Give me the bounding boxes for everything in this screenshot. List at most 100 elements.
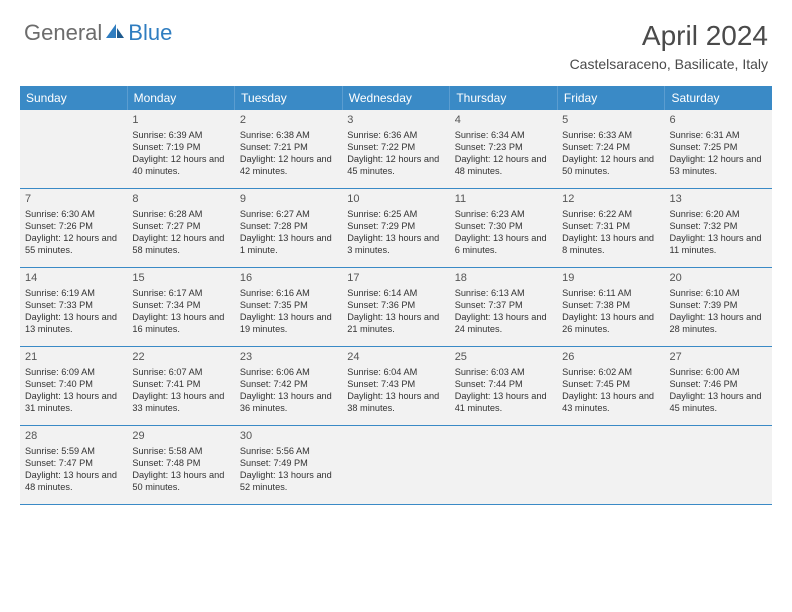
sunrise-text: Sunrise: 6:02 AM — [562, 366, 659, 378]
sunrise-text: Sunrise: 6:10 AM — [670, 287, 767, 299]
title-block: April 2024 Castelsaraceno, Basilicate, I… — [570, 20, 768, 72]
sunrise-text: Sunrise: 6:14 AM — [347, 287, 444, 299]
day-number: 17 — [347, 271, 444, 286]
sunset-text: Sunset: 7:44 PM — [455, 378, 552, 390]
sunset-text: Sunset: 7:49 PM — [240, 457, 337, 469]
sunrise-text: Sunrise: 6:19 AM — [25, 287, 122, 299]
day-cell — [665, 426, 772, 504]
location: Castelsaraceno, Basilicate, Italy — [570, 56, 768, 72]
day-number: 22 — [132, 350, 229, 365]
day-cell: 4Sunrise: 6:34 AMSunset: 7:23 PMDaylight… — [450, 110, 557, 188]
day-number: 12 — [562, 192, 659, 207]
weekday-header: Monday — [128, 86, 236, 110]
sunset-text: Sunset: 7:31 PM — [562, 220, 659, 232]
day-cell — [342, 426, 449, 504]
day-number: 3 — [347, 113, 444, 128]
daylight-text: Daylight: 12 hours and 58 minutes. — [132, 232, 229, 256]
day-number: 23 — [240, 350, 337, 365]
day-number: 16 — [240, 271, 337, 286]
sunrise-text: Sunrise: 6:11 AM — [562, 287, 659, 299]
sunset-text: Sunset: 7:19 PM — [132, 141, 229, 153]
sunset-text: Sunset: 7:45 PM — [562, 378, 659, 390]
logo-text-blue: Blue — [128, 20, 172, 46]
daylight-text: Daylight: 13 hours and 6 minutes. — [455, 232, 552, 256]
sunset-text: Sunset: 7:38 PM — [562, 299, 659, 311]
daylight-text: Daylight: 13 hours and 21 minutes. — [347, 311, 444, 335]
day-cell — [450, 426, 557, 504]
daylight-text: Daylight: 13 hours and 8 minutes. — [562, 232, 659, 256]
sunrise-text: Sunrise: 6:22 AM — [562, 208, 659, 220]
week-row: 7Sunrise: 6:30 AMSunset: 7:26 PMDaylight… — [20, 189, 772, 268]
sunset-text: Sunset: 7:40 PM — [25, 378, 122, 390]
daylight-text: Daylight: 13 hours and 38 minutes. — [347, 390, 444, 414]
sunset-text: Sunset: 7:35 PM — [240, 299, 337, 311]
daylight-text: Daylight: 12 hours and 42 minutes. — [240, 153, 337, 177]
day-cell: 11Sunrise: 6:23 AMSunset: 7:30 PMDayligh… — [450, 189, 557, 267]
daylight-text: Daylight: 12 hours and 40 minutes. — [132, 153, 229, 177]
sunset-text: Sunset: 7:34 PM — [132, 299, 229, 311]
sunrise-text: Sunrise: 6:27 AM — [240, 208, 337, 220]
day-number: 20 — [670, 271, 767, 286]
day-number: 25 — [455, 350, 552, 365]
sunrise-text: Sunrise: 6:13 AM — [455, 287, 552, 299]
day-number: 28 — [25, 429, 122, 444]
daylight-text: Daylight: 13 hours and 50 minutes. — [132, 469, 229, 493]
sunrise-text: Sunrise: 6:36 AM — [347, 129, 444, 141]
sunset-text: Sunset: 7:28 PM — [240, 220, 337, 232]
day-cell: 9Sunrise: 6:27 AMSunset: 7:28 PMDaylight… — [235, 189, 342, 267]
day-cell: 2Sunrise: 6:38 AMSunset: 7:21 PMDaylight… — [235, 110, 342, 188]
day-number: 8 — [132, 192, 229, 207]
weekday-header: Tuesday — [235, 86, 343, 110]
day-cell: 15Sunrise: 6:17 AMSunset: 7:34 PMDayligh… — [127, 268, 234, 346]
day-cell: 30Sunrise: 5:56 AMSunset: 7:49 PMDayligh… — [235, 426, 342, 504]
sunrise-text: Sunrise: 6:17 AM — [132, 287, 229, 299]
sunset-text: Sunset: 7:32 PM — [670, 220, 767, 232]
day-number: 30 — [240, 429, 337, 444]
day-cell: 20Sunrise: 6:10 AMSunset: 7:39 PMDayligh… — [665, 268, 772, 346]
day-number: 21 — [25, 350, 122, 365]
weekday-header: Sunday — [20, 86, 128, 110]
sunrise-text: Sunrise: 6:30 AM — [25, 208, 122, 220]
sunrise-text: Sunrise: 6:25 AM — [347, 208, 444, 220]
sunset-text: Sunset: 7:33 PM — [25, 299, 122, 311]
daylight-text: Daylight: 12 hours and 50 minutes. — [562, 153, 659, 177]
day-cell: 17Sunrise: 6:14 AMSunset: 7:36 PMDayligh… — [342, 268, 449, 346]
sunset-text: Sunset: 7:21 PM — [240, 141, 337, 153]
header: General Blue April 2024 Castelsaraceno, … — [0, 0, 792, 78]
sunrise-text: Sunrise: 6:23 AM — [455, 208, 552, 220]
day-number: 13 — [670, 192, 767, 207]
daylight-text: Daylight: 13 hours and 45 minutes. — [670, 390, 767, 414]
daylight-text: Daylight: 13 hours and 24 minutes. — [455, 311, 552, 335]
day-number: 26 — [562, 350, 659, 365]
sunset-text: Sunset: 7:26 PM — [25, 220, 122, 232]
daylight-text: Daylight: 13 hours and 48 minutes. — [25, 469, 122, 493]
day-cell: 5Sunrise: 6:33 AMSunset: 7:24 PMDaylight… — [557, 110, 664, 188]
weekday-header: Saturday — [665, 86, 772, 110]
sunrise-text: Sunrise: 6:16 AM — [240, 287, 337, 299]
day-number: 2 — [240, 113, 337, 128]
day-cell — [557, 426, 664, 504]
sunrise-text: Sunrise: 6:04 AM — [347, 366, 444, 378]
day-cell: 19Sunrise: 6:11 AMSunset: 7:38 PMDayligh… — [557, 268, 664, 346]
day-number: 6 — [670, 113, 767, 128]
day-cell: 13Sunrise: 6:20 AMSunset: 7:32 PMDayligh… — [665, 189, 772, 267]
daylight-text: Daylight: 12 hours and 55 minutes. — [25, 232, 122, 256]
sunrise-text: Sunrise: 5:59 AM — [25, 445, 122, 457]
sunset-text: Sunset: 7:29 PM — [347, 220, 444, 232]
sunrise-text: Sunrise: 6:31 AM — [670, 129, 767, 141]
daylight-text: Daylight: 12 hours and 53 minutes. — [670, 153, 767, 177]
daylight-text: Daylight: 13 hours and 43 minutes. — [562, 390, 659, 414]
day-cell: 24Sunrise: 6:04 AMSunset: 7:43 PMDayligh… — [342, 347, 449, 425]
sunset-text: Sunset: 7:36 PM — [347, 299, 444, 311]
daylight-text: Daylight: 13 hours and 3 minutes. — [347, 232, 444, 256]
day-cell: 16Sunrise: 6:16 AMSunset: 7:35 PMDayligh… — [235, 268, 342, 346]
daylight-text: Daylight: 13 hours and 36 minutes. — [240, 390, 337, 414]
day-number: 15 — [132, 271, 229, 286]
sunset-text: Sunset: 7:46 PM — [670, 378, 767, 390]
sunset-text: Sunset: 7:43 PM — [347, 378, 444, 390]
daylight-text: Daylight: 13 hours and 41 minutes. — [455, 390, 552, 414]
day-cell: 1Sunrise: 6:39 AMSunset: 7:19 PMDaylight… — [127, 110, 234, 188]
sunrise-text: Sunrise: 6:33 AM — [562, 129, 659, 141]
day-cell: 22Sunrise: 6:07 AMSunset: 7:41 PMDayligh… — [127, 347, 234, 425]
sunrise-text: Sunrise: 6:34 AM — [455, 129, 552, 141]
